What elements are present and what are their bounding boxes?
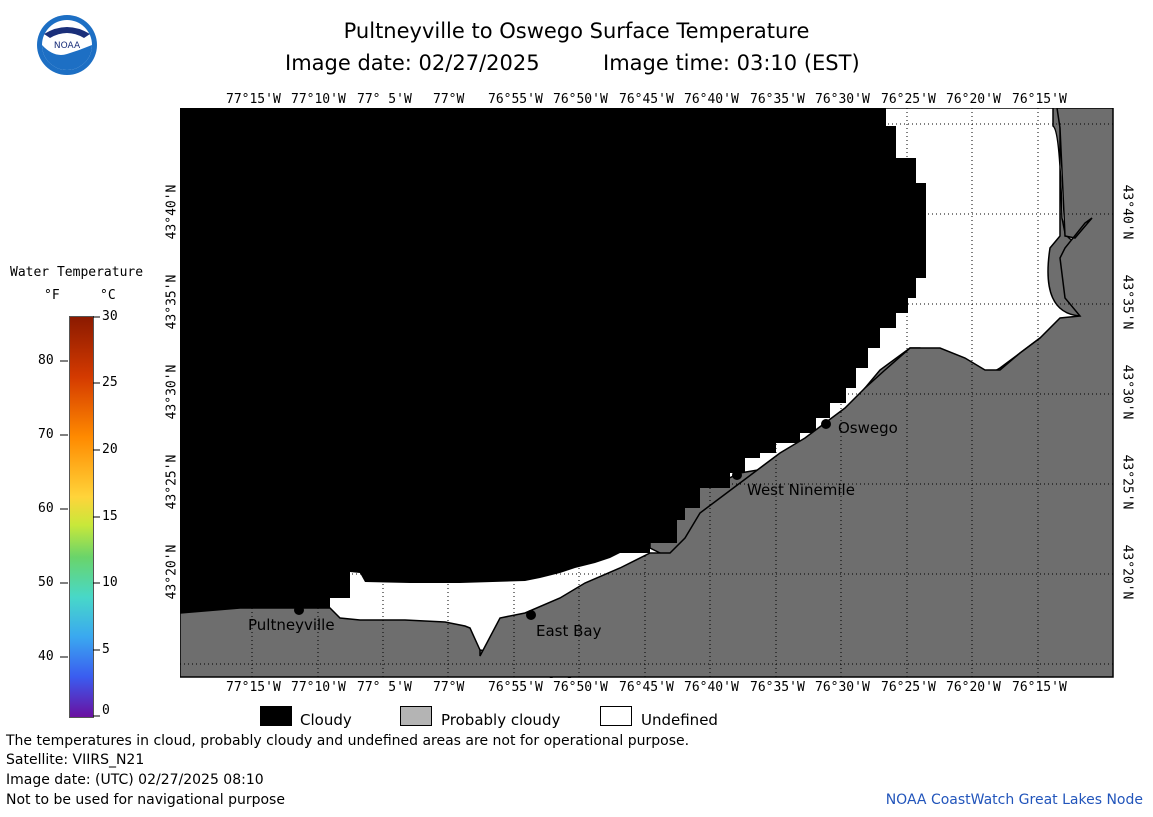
scale-c-tick: 25 [102, 375, 118, 390]
lon-label-bottom: 77°15'W [226, 680, 281, 695]
lat-label-left: 43°25'N [164, 454, 180, 510]
navigation-disclaimer: Not to be used for navigational purpose [6, 792, 285, 808]
lon-label-top: 77° 5'W [357, 92, 412, 107]
probably-cloudy-swatch [400, 706, 432, 726]
west-ninemile-marker [732, 470, 742, 480]
scale-f-tick: 40 [38, 649, 54, 664]
lon-label-top: 76°25'W [881, 92, 936, 107]
image-time-label: Image time: 03:10 (EST) [603, 51, 860, 75]
lat-label-left: 43°30'N [164, 364, 180, 420]
pultneyville-marker [294, 605, 304, 615]
lon-label-bottom: 76°25'W [881, 680, 936, 695]
place-label: East Bay [536, 622, 602, 640]
svg-text:NOAA: NOAA [54, 41, 81, 51]
lon-label-top: 76°20'W [946, 92, 1001, 107]
scale-c-tick: 0 [102, 703, 110, 718]
probably-cloudy-key-label: Probably cloudy [441, 711, 561, 729]
image-date-label: Image date: 02/27/2025 [285, 51, 540, 75]
lon-label-bottom: 76°45'W [619, 680, 674, 695]
scale-ticks [60, 316, 100, 717]
cloudy-key-label: Cloudy [300, 711, 352, 729]
lon-label-bottom: 77° 5'W [357, 680, 412, 695]
lon-label-top: 76°40'W [684, 92, 739, 107]
cloudy-area [180, 108, 926, 613]
scale-c-tick: 20 [102, 442, 118, 457]
lon-label-bottom: 77°W [433, 680, 465, 695]
scale-title: Water Temperature [10, 265, 144, 280]
lon-label-top: 76°30'W [815, 92, 870, 107]
lon-label-top: 77°10'W [291, 92, 346, 107]
oswego-marker [821, 419, 831, 429]
scale-unit-f: °F [44, 288, 60, 303]
page-title: Pultneyville to Oswego Surface Temperatu… [343, 19, 810, 43]
operational-note: The temperatures in cloud, probably clou… [6, 733, 690, 749]
lat-label-right: 43°40'N [1119, 184, 1135, 240]
map-panel [180, 108, 1114, 678]
scale-c-tick: 15 [102, 509, 118, 524]
place-label: Oswego [838, 419, 898, 437]
lat-label-right: 43°35'N [1119, 274, 1135, 330]
scale-c-tick: 30 [102, 309, 118, 324]
lon-label-top: 77°15'W [226, 92, 281, 107]
lon-label-bottom: 76°15'W [1012, 680, 1067, 695]
lon-label-bottom: 76°50'W [553, 680, 608, 695]
scale-c-tick: 10 [102, 575, 118, 590]
lat-label-right: 43°30'N [1119, 364, 1135, 420]
scale-unit-c: °C [100, 288, 116, 303]
satellite-label: Satellite: VIIRS_N21 [6, 752, 145, 768]
lon-label-bottom: 76°55'W [488, 680, 543, 695]
noaa-logo: NOAA [37, 15, 97, 75]
utc-date-label: Image date: (UTC) 02/27/2025 08:10 [6, 772, 264, 788]
lon-label-bottom: 76°35'W [750, 680, 805, 695]
lat-label-right: 43°25'N [1119, 454, 1135, 510]
scale-f-tick: 80 [38, 353, 54, 368]
place-label: West Ninemile [747, 481, 855, 499]
lon-label-top: 76°35'W [750, 92, 805, 107]
undefined-swatch [600, 706, 632, 726]
lon-label-bottom: 77°10'W [291, 680, 346, 695]
scale-f-tick: 60 [38, 501, 54, 516]
scale-f-tick: 70 [38, 427, 54, 442]
scale-c-tick: 5 [102, 642, 110, 657]
lat-label-right: 43°20'N [1119, 544, 1135, 600]
lon-label-top: 77°W [433, 92, 465, 107]
lon-label-bottom: 76°30'W [815, 680, 870, 695]
cloudy-swatch [260, 706, 292, 726]
lat-label-left: 43°40'N [164, 184, 180, 240]
lon-label-bottom: 76°20'W [946, 680, 1001, 695]
east-bay-marker [526, 610, 536, 620]
lat-label-left: 43°35'N [164, 274, 180, 330]
lon-label-top: 76°15'W [1012, 92, 1067, 107]
scale-f-tick: 50 [38, 575, 54, 590]
lon-label-bottom: 76°40'W [684, 680, 739, 695]
lon-label-top: 76°45'W [619, 92, 674, 107]
lat-label-left: 43°20'N [164, 544, 180, 600]
graticule [180, 108, 1113, 677]
undefined-key-label: Undefined [641, 711, 718, 729]
lon-label-top: 76°50'W [553, 92, 608, 107]
lon-label-top: 76°55'W [488, 92, 543, 107]
place-label: Pultneyville [248, 616, 335, 634]
credit-label: NOAA CoastWatch Great Lakes Node [885, 792, 1143, 808]
